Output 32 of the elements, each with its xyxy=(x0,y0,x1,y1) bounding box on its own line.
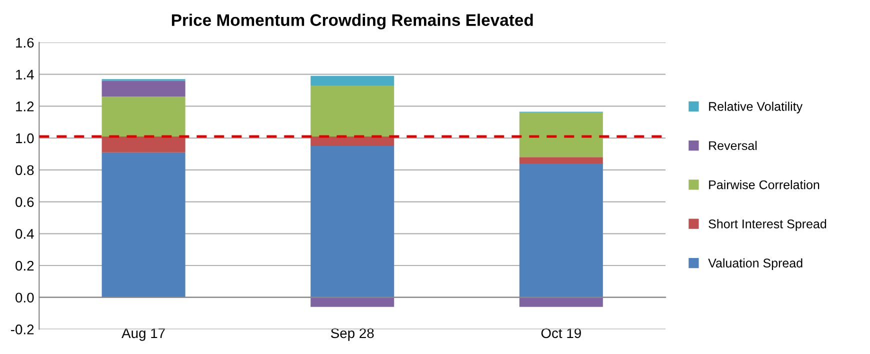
bar xyxy=(519,297,603,307)
x-tick-label: Oct 19 xyxy=(541,328,581,338)
legend-label: Reversal xyxy=(709,140,757,150)
bar xyxy=(310,136,394,146)
y-tick-label: -0.2 xyxy=(10,324,34,334)
bar xyxy=(519,164,603,298)
y-tick-label: 1.2 xyxy=(16,102,34,112)
bar xyxy=(310,297,394,307)
bar xyxy=(102,136,186,152)
bar xyxy=(310,76,394,86)
chart-title: Price Momentum Crowding Remains Elevated xyxy=(172,14,533,30)
legend-label: Valuation Spread xyxy=(708,258,802,270)
y-tick-label: 1.4 xyxy=(16,70,34,80)
y-tick-label: 1.0 xyxy=(16,133,34,144)
bar xyxy=(310,85,394,136)
legend-label: Short Interest Spread xyxy=(708,219,826,231)
y-tick-label: 0.0 xyxy=(16,292,34,303)
y-tick-label: 1.6 xyxy=(16,38,34,48)
y-tick-label: 0.2 xyxy=(16,260,34,271)
bar xyxy=(102,152,186,298)
bar xyxy=(519,112,603,158)
x-tick-label: Sep 28 xyxy=(330,328,374,341)
bar xyxy=(102,96,186,136)
bar xyxy=(519,157,603,164)
y-tick-label: 0.6 xyxy=(16,197,34,207)
legend-label: Pairwise Correlation xyxy=(709,180,820,190)
bar xyxy=(310,146,394,298)
y-tick-label: 0.8 xyxy=(16,165,34,176)
legend-label: Relative Volatility xyxy=(709,102,803,114)
y-tick-label: 0.4 xyxy=(16,228,34,239)
bar xyxy=(102,80,186,97)
x-tick-label: Aug 17 xyxy=(122,328,165,341)
